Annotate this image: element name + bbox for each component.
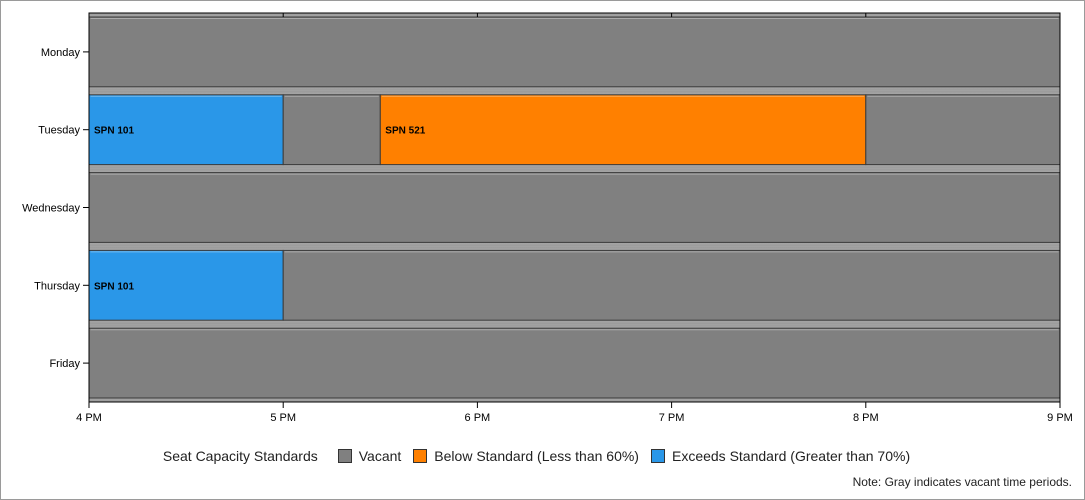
bar-tuesday-exceeds-1: [88, 94, 284, 166]
x-tick-label-6-pm: 6 PM: [465, 412, 491, 424]
legend-item-exceeds-standard: Exceeds Standard (Greater than 70%): [650, 448, 911, 464]
bar-label-tuesday-3: SPN 521: [385, 126, 425, 137]
y-tick-label-monday: Monday: [41, 47, 81, 59]
bar-tuesday-vacant-4: [865, 94, 1061, 166]
legend-swatch-vacant: [337, 449, 352, 463]
x-tick-label-4-pm: 4 PM: [76, 412, 102, 424]
legend-label-exceeds-standard: Exceeds Standard (Greater than 70%): [671, 448, 911, 464]
bar-tuesday-below-3: [379, 94, 867, 166]
x-tick-label-5-pm: 5 PM: [270, 412, 296, 424]
legend-label-below-standard: Below Standard (Less than 60%): [434, 448, 639, 464]
x-tick-label-9-pm: 9 PM: [1047, 412, 1073, 424]
legend-item-vacant: Vacant: [337, 448, 402, 464]
chart-note: Note: Gray indicates vacant time periods…: [852, 475, 1072, 489]
legend-label-vacant: Vacant: [358, 448, 402, 464]
legend-title: Seat Capacity Standards: [162, 448, 318, 464]
x-tick-label-8-pm: 8 PM: [853, 412, 879, 424]
x-tick-label-7-pm: 7 PM: [659, 412, 685, 424]
legend: Seat Capacity Standards Vacant Below Sta…: [1, 445, 1084, 467]
bar-friday-vacant-8: [88, 327, 1061, 399]
legend-item-below-standard: Below Standard (Less than 60%): [413, 448, 639, 464]
legend-swatch-exceeds-standard: [650, 449, 665, 463]
y-tick-label-tuesday: Tuesday: [38, 125, 80, 137]
y-tick-label-friday: Friday: [49, 358, 80, 370]
gantt-chart: SPN 101 SPN 521 SPN 101 Monday Tuesday Wednes…: [22, 12, 1073, 424]
y-tick-label-thursday: Thursday: [34, 280, 80, 292]
bar-label-thursday-6: SPN 101: [94, 281, 134, 292]
y-tick-label-wednesday: Wednesday: [22, 203, 80, 215]
bar-thursday-vacant-7: [282, 249, 1061, 321]
bar-thursday-exceeds-6: [88, 249, 284, 321]
bar-tuesday-vacant-2: [282, 94, 381, 166]
bar-monday-vacant-0: [88, 16, 1061, 88]
legend-swatch-below-standard: [413, 449, 428, 463]
bar-label-tuesday-1: SPN 101: [94, 126, 134, 137]
bar-wednesday-vacant-5: [88, 172, 1061, 243]
